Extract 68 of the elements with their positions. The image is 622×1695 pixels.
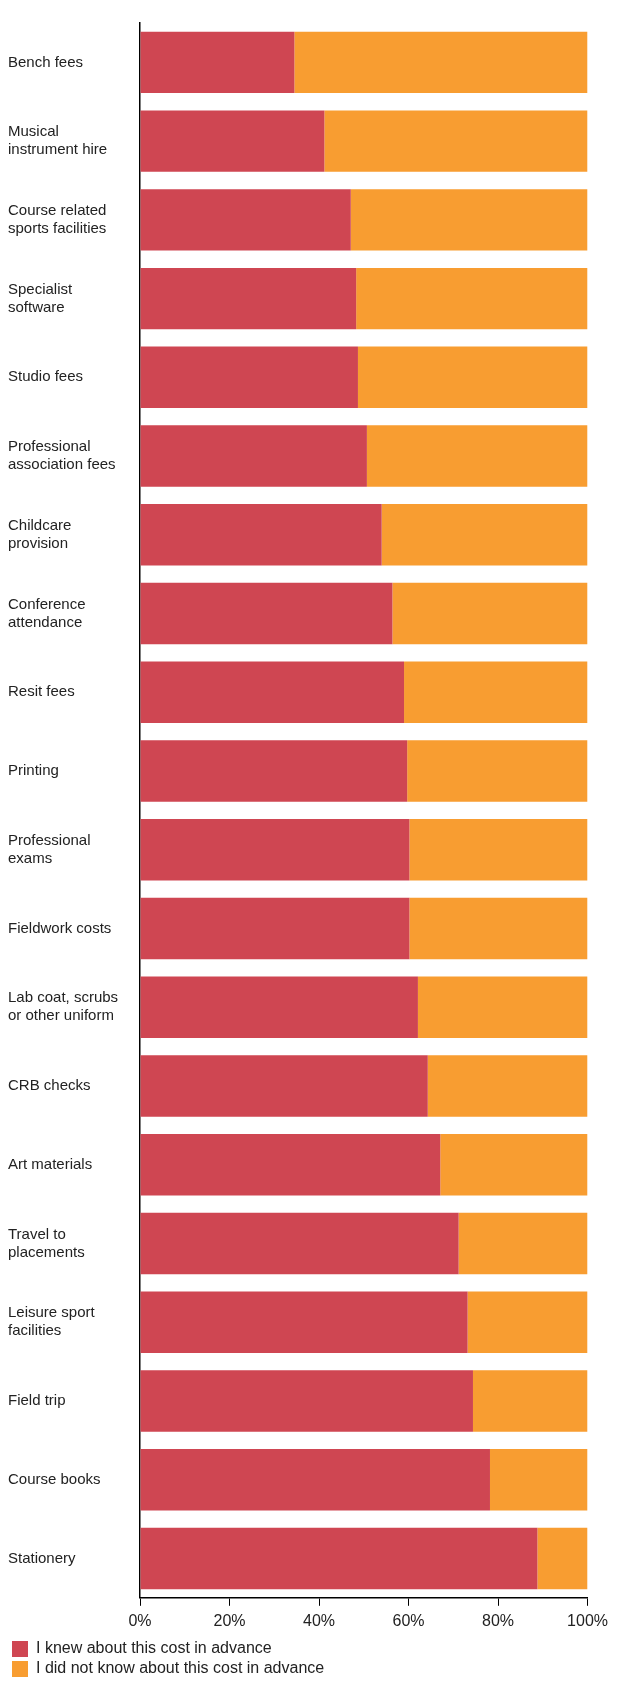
bar xyxy=(294,31,588,94)
bar xyxy=(417,976,588,1038)
bar xyxy=(140,110,325,172)
y-tick-label: Professional exams xyxy=(8,830,91,866)
bar xyxy=(324,110,588,172)
bar xyxy=(140,1370,473,1432)
y-tick-label: Field trip xyxy=(8,1391,66,1409)
y-tick-label: Course related sports facilities xyxy=(8,200,107,236)
bar xyxy=(489,1448,588,1511)
bar xyxy=(409,897,588,960)
bar xyxy=(357,346,588,409)
bar xyxy=(140,740,408,802)
bar xyxy=(140,1291,468,1353)
y-tick-label: Stationery xyxy=(8,1548,77,1566)
y-tick-label: Specialist software xyxy=(8,279,74,315)
bar xyxy=(404,661,588,723)
bar xyxy=(140,346,358,409)
bar xyxy=(407,740,588,802)
x-tick-label: 60% xyxy=(392,1611,425,1629)
y-tick-label: Course books xyxy=(8,1469,101,1487)
bar xyxy=(472,1370,588,1432)
y-tick-label: Childcare provision xyxy=(8,515,72,551)
y-tick-label: Conference attendance xyxy=(8,594,86,630)
bar xyxy=(140,1212,459,1275)
bar xyxy=(140,425,367,487)
bar xyxy=(140,189,351,251)
bar xyxy=(409,819,588,881)
y-tick-label: Musical instrument hire xyxy=(8,122,108,158)
y-tick-label: CRB checks xyxy=(8,1076,91,1094)
y-tick-label: Art materials xyxy=(8,1154,93,1172)
bar xyxy=(140,1055,428,1117)
bar xyxy=(140,31,295,94)
bar xyxy=(140,897,410,960)
y-tick-label: Travel to placements xyxy=(8,1224,85,1260)
x-tick-label: 80% xyxy=(482,1611,515,1629)
legend-label: I did not know about this cost in advance xyxy=(36,1659,325,1677)
x-tick-label: 20% xyxy=(213,1611,246,1629)
bar xyxy=(440,1134,588,1196)
x-tick-label: 100% xyxy=(567,1611,608,1629)
bar xyxy=(140,1527,538,1590)
y-tick-label: Leisure sport facilities xyxy=(8,1303,96,1339)
bar xyxy=(381,504,588,566)
bar xyxy=(140,582,393,645)
bar xyxy=(140,267,357,330)
legend-label: I knew about this cost in advance xyxy=(36,1639,272,1657)
bar xyxy=(140,504,382,566)
bar xyxy=(392,582,588,645)
y-tick-label: Printing xyxy=(8,761,59,779)
y-tick-label: Studio fees xyxy=(8,367,84,385)
bar xyxy=(537,1527,588,1590)
y-tick-label: Lab coat, scrubs or other uniform xyxy=(8,988,119,1024)
y-tick-label: Fieldwork costs xyxy=(8,918,112,936)
bar xyxy=(356,267,588,330)
bar xyxy=(140,819,410,881)
bar xyxy=(140,1134,441,1196)
bar xyxy=(427,1055,588,1117)
y-tick-label: Resit fees xyxy=(8,682,75,700)
y-tick-label: Bench fees xyxy=(8,52,84,70)
bar xyxy=(467,1291,588,1353)
y-tick-label: Professional association fees xyxy=(8,437,116,473)
x-tick-label: 0% xyxy=(128,1611,152,1629)
bar xyxy=(140,661,405,723)
x-tick-label: 40% xyxy=(303,1611,336,1629)
bar xyxy=(140,1448,490,1511)
bar xyxy=(140,976,418,1038)
bar xyxy=(350,189,588,251)
bar xyxy=(366,425,588,487)
bar xyxy=(458,1212,588,1275)
